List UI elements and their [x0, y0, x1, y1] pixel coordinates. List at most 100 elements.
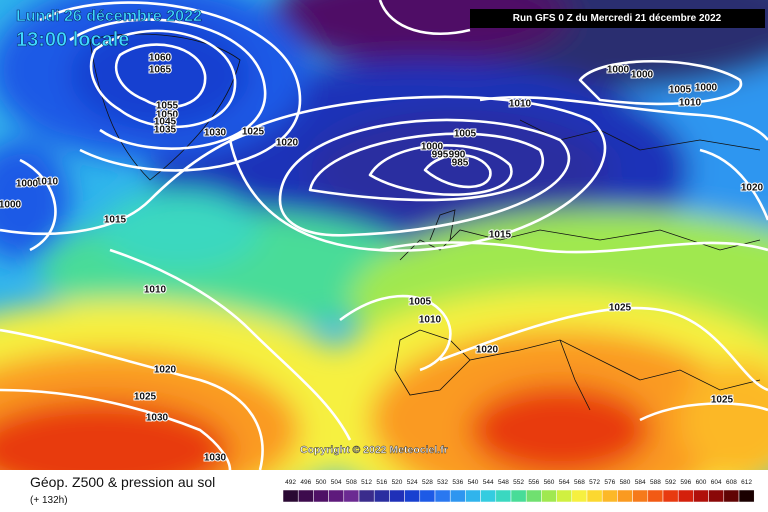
scale-swatch [343, 489, 360, 503]
scale-swatch [723, 489, 740, 503]
scale-swatch [328, 489, 345, 503]
isobar-label: 1035 [154, 125, 177, 136]
isobar-label: 1015 [104, 215, 127, 226]
isobar-label: 1010 [144, 285, 167, 296]
scale-label: 504 [331, 479, 342, 486]
isobar-label: 1000 [631, 70, 654, 81]
scale-swatch [571, 489, 588, 503]
scale-label: 544 [483, 479, 494, 486]
isobar-label: 1045 [154, 117, 177, 128]
isobar-label: 1000 [421, 142, 444, 153]
forecast-time: 13:00 locale [16, 29, 129, 51]
scale-label: 564 [559, 479, 570, 486]
isobar-label: 1020 [476, 345, 499, 356]
isobar-label: 1010 [36, 177, 59, 188]
scale-swatch [510, 489, 527, 503]
footer-title: Géop. Z500 & pression au sol [30, 474, 215, 490]
isobar-label: 1025 [134, 392, 157, 403]
isobar-label: 1030 [146, 413, 169, 424]
scale-label: 524 [407, 479, 418, 486]
scale-swatch [647, 489, 664, 503]
isobar-label: 1050 [156, 110, 179, 121]
scale-label: 556 [528, 479, 539, 486]
forecast-date: Lundi 26 décembre 2022 [16, 8, 202, 25]
scale-swatch [541, 489, 557, 503]
isobar-label: 1025 [609, 303, 632, 314]
scale-label: 584 [635, 479, 646, 486]
scale-label: 528 [422, 479, 433, 486]
scale-swatch [662, 489, 679, 503]
scale-label: 604 [711, 479, 722, 486]
isobar-label: 985 [452, 158, 469, 169]
scale-swatch [465, 489, 481, 503]
scale-label: 508 [346, 479, 357, 486]
isobar-label: 1010 [509, 99, 532, 110]
copyright: Copyright © 2022 Meteociel.fr [300, 444, 448, 456]
isobar-label: 1015 [489, 230, 512, 241]
color-scale: 492 496 500 504 508 512 516 520 524 528 532 536 540 5… [282, 479, 755, 503]
scale-label: 572 [589, 479, 600, 486]
scale-swatch [404, 489, 421, 503]
isobar-label: 1025 [242, 127, 265, 138]
scale-swatch [480, 489, 497, 503]
isobar-label: 995 [432, 150, 449, 161]
scale-label: 592 [665, 479, 676, 486]
scale-swatch [434, 489, 451, 503]
isobar-label: 1060 [149, 53, 172, 64]
scale-label: 576 [604, 479, 615, 486]
scale-swatch [708, 489, 725, 503]
isobar-label: 1000 [607, 65, 630, 76]
scale-swatch [693, 489, 709, 503]
scale-label: 496 [300, 479, 311, 486]
scale-swatch [617, 489, 633, 503]
isobar-label: 1030 [204, 453, 227, 464]
scale-swatch [495, 489, 512, 503]
scale-label: 608 [726, 479, 737, 486]
scale-swatch [282, 489, 299, 503]
scale-swatch [738, 489, 755, 503]
isobar-label: 1020 [154, 365, 177, 376]
scale-label: 536 [452, 479, 463, 486]
scale-swatch [525, 489, 542, 503]
scale-label: 492 [285, 479, 296, 486]
isobar-label: 990 [449, 150, 466, 161]
isobars [0, 0, 768, 470]
scale-swatch [556, 489, 573, 503]
scale-swatch [601, 489, 618, 503]
scale-label: 580 [620, 479, 631, 486]
run-label: Run GFS 0 Z du Mercredi 21 décembre 2022 [513, 13, 722, 24]
isobar-label: 1010 [419, 315, 442, 326]
isobar-label: 1000 [16, 179, 39, 190]
isobar-label: 1005 [454, 129, 477, 140]
scale-label: 500 [316, 479, 327, 486]
scale-label: 540 [468, 479, 479, 486]
isobar-label: 1030 [204, 128, 227, 139]
isobar-label: 1020 [741, 183, 764, 194]
scale-label: 520 [392, 479, 403, 486]
isobar-label: 1005 [409, 297, 432, 308]
scale-swatch [297, 489, 314, 503]
run-label-bg [470, 9, 765, 28]
scale-swatch [449, 489, 466, 503]
scale-label: 568 [574, 479, 585, 486]
scale-swatch [358, 489, 375, 503]
isobar-label: 1005 [669, 85, 692, 96]
scale-label: 532 [437, 479, 448, 486]
scale-label: 596 [680, 479, 691, 486]
scale-label: 588 [650, 479, 661, 486]
scale-swatch [586, 489, 603, 503]
scale-label: 600 [696, 479, 707, 486]
isobar-label: 1055 [156, 101, 179, 112]
scale-label: 548 [498, 479, 509, 486]
scale-label: 552 [513, 479, 524, 486]
scale-label: 560 [544, 479, 555, 486]
footer-lead: (+ 132h) [30, 495, 68, 506]
scale-swatch [677, 489, 694, 503]
scale-label: 612 [741, 479, 752, 486]
isobar-label: 1025 [711, 395, 734, 406]
isobar-label: 1000 [695, 83, 718, 94]
